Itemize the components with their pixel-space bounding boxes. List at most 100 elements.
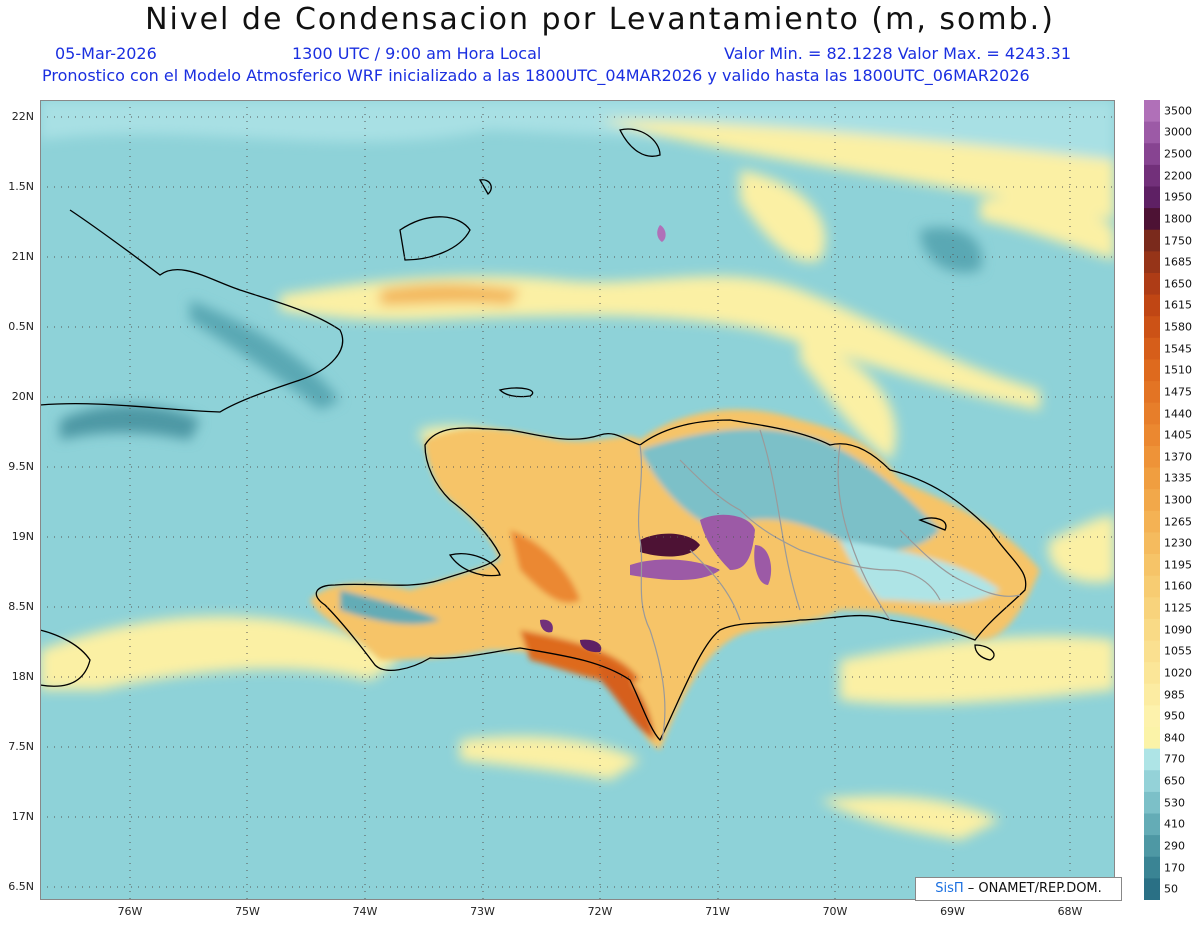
- lon-tick: 70W: [822, 905, 848, 918]
- colorbar-swatch: [1144, 294, 1160, 317]
- colorbar-swatch: [1144, 597, 1160, 620]
- colorbar-swatch: [1144, 229, 1160, 252]
- colorbar-swatch: [1144, 727, 1160, 750]
- colorbar-label: 1475: [1164, 385, 1192, 399]
- colorbar-label: 3500: [1164, 104, 1192, 118]
- colorbar-label: 1650: [1164, 277, 1192, 291]
- colorbar-label: 1265: [1164, 515, 1192, 529]
- colorbar-label: 985: [1164, 688, 1185, 702]
- colorbar-label: 1615: [1164, 298, 1192, 312]
- colorbar-label: 770: [1164, 752, 1185, 766]
- credit-box: SisΠ – ONAMET/REP.DOM.: [915, 877, 1122, 901]
- colorbar-label: 1440: [1164, 407, 1192, 420]
- lon-tick: 76W: [117, 905, 143, 918]
- colorbar-swatch: [1144, 251, 1160, 274]
- colorbar-swatch: [1144, 640, 1160, 663]
- colorbar-label: 1800: [1164, 212, 1192, 226]
- lat-tick: 7.5N: [8, 740, 34, 753]
- lat-tick: 18N: [11, 670, 34, 683]
- high-lcl-cells: [540, 225, 772, 653]
- colorbar-swatch: [1144, 618, 1160, 642]
- colorbar-swatch: [1144, 359, 1160, 382]
- grid-lines: [40, 100, 1115, 900]
- forecast-time: 1300 UTC / 9:00 am Hora Local: [292, 44, 542, 63]
- colorbar-swatch: [1144, 272, 1160, 296]
- model-info: Pronostico con el Modelo Atmosferico WRF…: [42, 66, 1030, 85]
- colorbar-label: 1335: [1164, 471, 1192, 485]
- colorbar-swatch: [1144, 381, 1160, 404]
- colorbar-label: 1020: [1164, 666, 1192, 680]
- colorbar-label: 1685: [1164, 255, 1192, 269]
- colorbar-swatch: [1144, 835, 1160, 858]
- lon-tick: 73W: [470, 905, 495, 918]
- map-title: Nivel de Condensacion por Levantamiento …: [145, 2, 1055, 37]
- colorbar-swatch: [1144, 467, 1160, 490]
- colorbar-label: 170: [1164, 861, 1185, 875]
- colorbar-swatch: [1144, 186, 1160, 209]
- colorbar-swatch: [1144, 856, 1160, 879]
- field-shading: [40, 100, 1115, 840]
- colorbar-swatch: [1144, 748, 1160, 771]
- colorbar-label: 650: [1164, 774, 1185, 788]
- colorbar-label: 3000: [1164, 125, 1192, 139]
- colorbar-label: 1300: [1164, 493, 1192, 507]
- colorbar-label: 1195: [1164, 558, 1192, 572]
- credit-brand: SisΠ: [935, 881, 964, 896]
- lat-tick: 9.5N: [8, 460, 34, 473]
- colorbar-swatch: [1144, 445, 1160, 469]
- colorbar-label: 50: [1164, 882, 1178, 896]
- credit-text: – ONAMET/REP.DOM.: [967, 881, 1102, 896]
- colorbar-swatch: [1144, 575, 1160, 598]
- colorbar-label: 1370: [1164, 450, 1192, 464]
- colorbar-label: 1230: [1164, 536, 1192, 550]
- lon-tick: 72W: [587, 905, 613, 918]
- lon-tick: 75W: [235, 905, 260, 918]
- colorbar-swatch: [1144, 143, 1160, 166]
- lat-tick: 17N: [11, 810, 34, 823]
- lat-tick: 22N: [11, 110, 34, 123]
- lat-tick: 6.5N: [8, 880, 34, 893]
- colorbar-swatch: [1144, 813, 1160, 836]
- colorbar-label: 290: [1164, 839, 1185, 853]
- colorbar-label: 2200: [1164, 169, 1192, 183]
- colorbar-swatch: [1144, 424, 1160, 447]
- lat-tick: 0.5N: [8, 320, 34, 333]
- colorbar-label: 410: [1164, 817, 1185, 831]
- lat-tick: 20N: [11, 390, 34, 403]
- lat-tick: 19N: [11, 530, 34, 543]
- colorbar-swatch: [1144, 554, 1160, 577]
- lon-tick: 68W: [1057, 905, 1083, 918]
- colorbar-label: 1090: [1164, 623, 1192, 637]
- colorbar-label: 1405: [1164, 428, 1192, 442]
- forecast-date: 05-Mar-2026: [55, 44, 157, 63]
- colorbar-swatch: [1144, 402, 1160, 425]
- value-range: Valor Min. = 82.1228 Valor Max. = 4243.3…: [724, 44, 1072, 63]
- province-borders: [637, 429, 1021, 741]
- coastlines: [40, 128, 1027, 742]
- colorbar: [1144, 100, 1160, 900]
- lat-tick: 1.5N: [8, 180, 34, 193]
- colorbar-swatch: [1144, 770, 1160, 793]
- lon-tick: 69W: [940, 905, 965, 918]
- colorbar-swatch: [1144, 208, 1160, 231]
- colorbar-swatch: [1144, 337, 1160, 360]
- colorbar-label: 1160: [1164, 579, 1192, 593]
- colorbar-swatch: [1144, 791, 1160, 815]
- colorbar-label: 530: [1164, 796, 1185, 810]
- colorbar-swatch: [1144, 662, 1160, 685]
- colorbar-swatch: [1144, 878, 1160, 900]
- colorbar-swatch: [1144, 489, 1160, 512]
- colorbar-swatch: [1144, 510, 1160, 533]
- colorbar-label: 1950: [1164, 190, 1192, 204]
- colorbar-label: 1545: [1164, 342, 1192, 356]
- colorbar-label: 2500: [1164, 147, 1192, 161]
- colorbar-label: 1510: [1164, 363, 1192, 377]
- lon-tick: 74W: [352, 905, 378, 918]
- colorbar-label: 1055: [1164, 644, 1192, 658]
- colorbar-swatch: [1144, 316, 1160, 339]
- colorbar-swatch: [1144, 121, 1160, 144]
- colorbar-swatch: [1144, 705, 1160, 728]
- colorbar-label: 950: [1164, 709, 1185, 723]
- colorbar-swatch: [1144, 164, 1160, 187]
- lat-tick: 21N: [11, 250, 34, 263]
